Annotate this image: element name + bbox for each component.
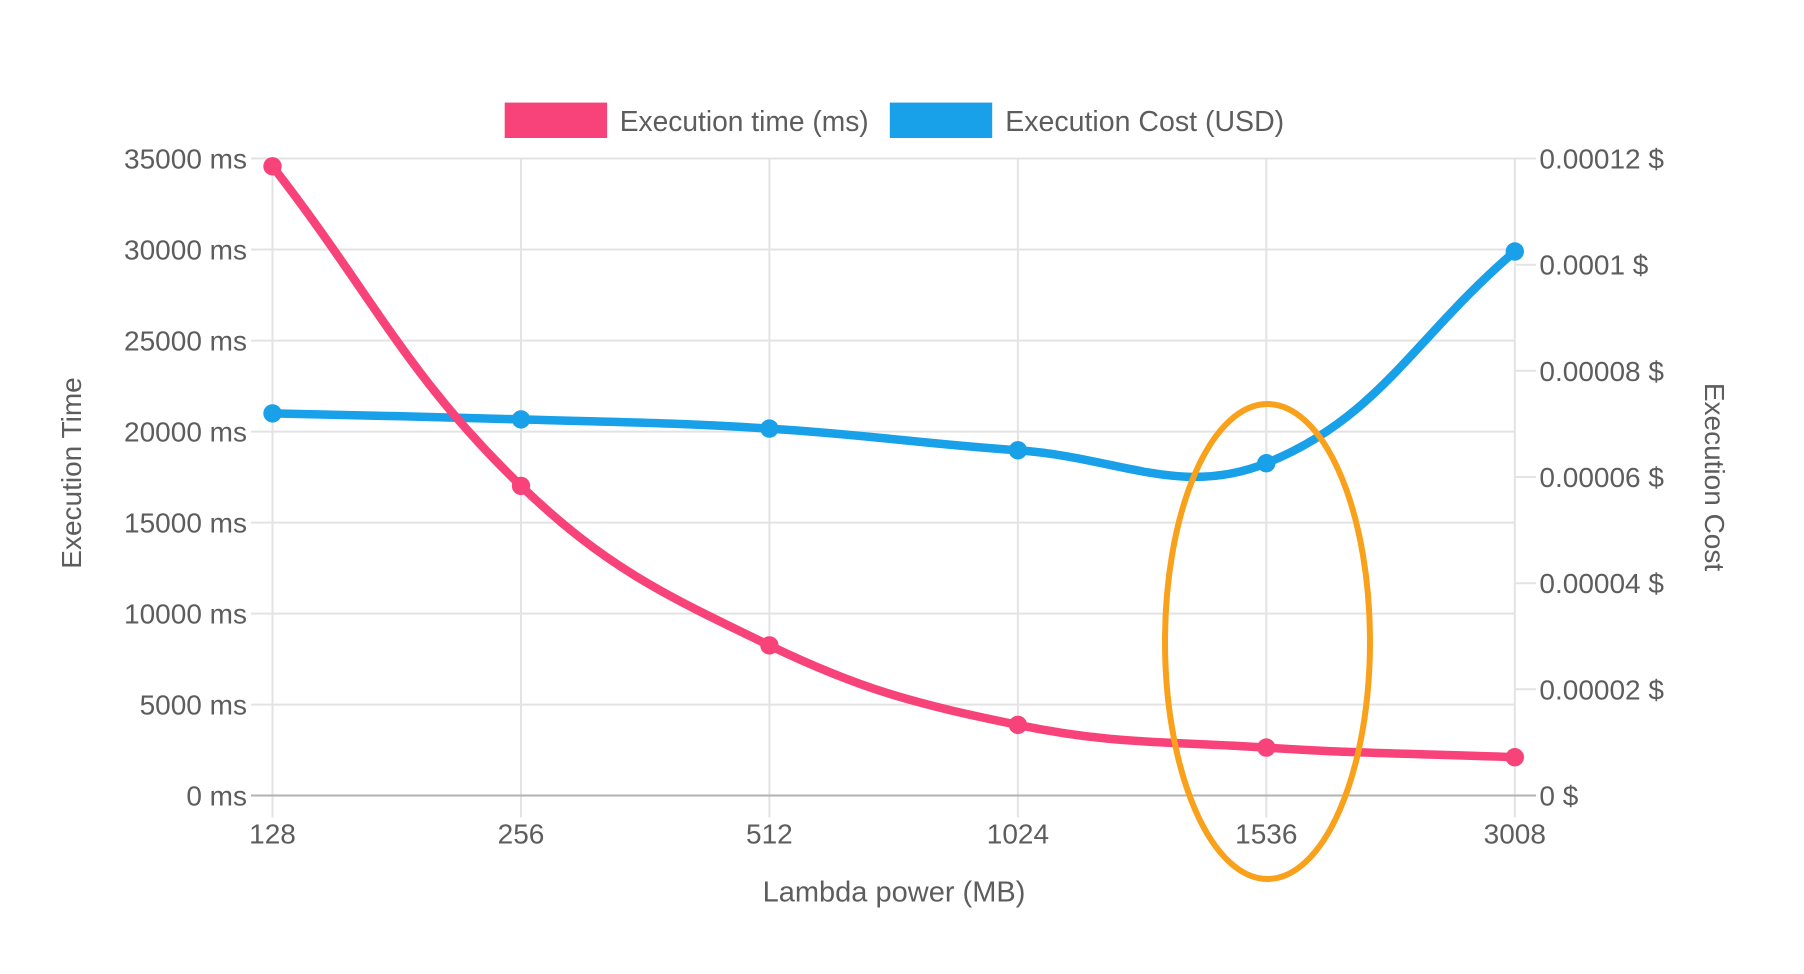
svg-text:0.00012 $: 0.00012 $ [1539, 144, 1664, 175]
svg-text:512: 512 [746, 819, 793, 850]
svg-text:0.00008 $: 0.00008 $ [1539, 356, 1664, 387]
svg-text:0 $: 0 $ [1539, 781, 1578, 812]
svg-text:25000 ms: 25000 ms [124, 326, 247, 357]
svg-text:0 ms: 0 ms [186, 781, 247, 812]
svg-text:0.00002 $: 0.00002 $ [1539, 674, 1664, 705]
svg-text:Execution Cost: Execution Cost [1699, 383, 1730, 572]
svg-text:Execution time (ms): Execution time (ms) [620, 106, 869, 138]
svg-text:Lambda power (MB): Lambda power (MB) [763, 877, 1026, 909]
svg-text:Execution Time: Execution Time [56, 377, 87, 568]
svg-text:0.0001 $: 0.0001 $ [1539, 250, 1648, 281]
svg-text:35000 ms: 35000 ms [124, 144, 247, 175]
svg-text:3008: 3008 [1484, 819, 1546, 850]
svg-text:1024: 1024 [987, 819, 1049, 850]
svg-text:0.00006 $: 0.00006 $ [1539, 462, 1664, 493]
svg-text:20000 ms: 20000 ms [124, 417, 247, 448]
svg-text:128: 128 [249, 819, 296, 850]
svg-text:15000 ms: 15000 ms [124, 508, 247, 539]
svg-text:0.00004 $: 0.00004 $ [1539, 568, 1664, 599]
svg-text:Execution Cost (USD): Execution Cost (USD) [1005, 106, 1284, 138]
svg-text:256: 256 [498, 819, 545, 850]
svg-text:10000 ms: 10000 ms [124, 599, 247, 630]
svg-text:30000 ms: 30000 ms [124, 235, 247, 266]
svg-text:1536: 1536 [1235, 819, 1297, 850]
svg-text:5000 ms: 5000 ms [140, 690, 247, 721]
